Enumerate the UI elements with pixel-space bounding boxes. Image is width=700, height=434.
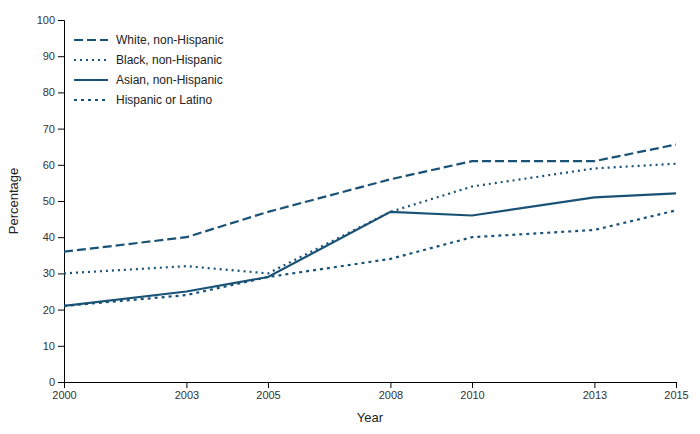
legend-swatch	[74, 39, 108, 41]
x-axis: 2000 2003 2005 2008 2010 2013 2015	[52, 382, 688, 401]
tick-mark	[594, 382, 595, 388]
legend-item: Asian, non-Hispanic	[74, 73, 223, 87]
y-tick: 20	[43, 304, 64, 316]
tick-label: 2010	[460, 389, 484, 401]
tick-label: 2008	[379, 389, 403, 401]
tick-mark	[268, 382, 269, 388]
y-tick: 10	[43, 340, 64, 352]
series-line	[64, 193, 676, 306]
lines	[64, 145, 676, 306]
series-line	[64, 164, 676, 274]
y-tick: 70	[43, 123, 64, 135]
tick-mark	[472, 382, 473, 388]
tick-label: 50	[43, 195, 55, 207]
tick-label: 2005	[256, 389, 280, 401]
tick-label: 90	[43, 50, 55, 62]
y-tick: 50	[43, 195, 64, 207]
x-tick: 2010	[460, 382, 484, 401]
tick-mark	[186, 382, 187, 388]
tick-label: 20	[43, 304, 55, 316]
tick-mark	[58, 129, 64, 130]
tick-label: 2013	[583, 389, 607, 401]
tick-mark	[58, 310, 64, 311]
tick-mark	[58, 20, 64, 21]
tick-label: 2000	[52, 389, 76, 401]
tick-mark	[58, 237, 64, 238]
legend-item: Hispanic or Latino	[74, 93, 212, 107]
tick-label: 70	[43, 123, 55, 135]
axis-domain	[58, 21, 65, 383]
tick-label: 2015	[664, 389, 688, 401]
tick-label: 10	[43, 340, 55, 352]
tick-label: 80	[43, 86, 55, 98]
legend: White, non-Hispanic Black, non-Hispanic As…	[74, 33, 223, 107]
legend-swatch	[74, 79, 108, 81]
tick-label: 60	[43, 159, 55, 171]
y-tick: 100	[37, 14, 64, 26]
legend-swatch	[74, 59, 108, 61]
tick-mark	[58, 346, 64, 347]
tick-mark	[676, 382, 677, 388]
tick-mark	[58, 92, 64, 93]
tick-mark	[58, 273, 64, 274]
y-tick: 40	[43, 231, 64, 243]
x-axis-title: Year	[357, 410, 384, 425]
legend-label: White, non-Hispanic	[116, 33, 223, 47]
legend-label: Hispanic or Latino	[116, 93, 212, 107]
x-tick: 2000	[52, 382, 76, 401]
axis-domain	[65, 383, 677, 389]
x-tick: 2013	[583, 382, 607, 401]
y-tick: 80	[43, 86, 64, 98]
tick-label: 100	[37, 14, 55, 26]
tick-label: 0	[49, 376, 55, 388]
y-tick: 30	[43, 267, 64, 279]
legend-item: White, non-Hispanic	[74, 33, 223, 47]
series-line	[64, 210, 676, 306]
legend-label: Asian, non-Hispanic	[116, 73, 223, 87]
tick-label: 2003	[175, 389, 199, 401]
legend-label: Black, non-Hispanic	[116, 53, 222, 67]
legend-item: Black, non-Hispanic	[74, 53, 222, 67]
y-tick: 90	[43, 50, 64, 62]
y-axis-title: Percentage	[6, 168, 21, 235]
tick-mark	[58, 56, 64, 57]
x-tick: 2005	[256, 382, 280, 401]
chart: 2000 2003 2005 2008 2010 2013 2015 0 10 20 30 40 50 6…	[0, 0, 700, 434]
tick-mark	[58, 165, 64, 166]
tick-mark	[390, 382, 391, 388]
legend-swatch	[74, 99, 108, 101]
y-axis: 0 10 20 30 40 50 60 70 80 90 100	[37, 14, 65, 388]
x-tick: 2015	[664, 382, 688, 401]
plot: 2000 2003 2005 2008 2010 2013 2015 0 10 20 30 40 50 6…	[37, 14, 689, 401]
tick-mark	[58, 382, 64, 383]
y-tick: 60	[43, 159, 64, 171]
tick-label: 30	[43, 267, 55, 279]
y-tick: 0	[49, 376, 64, 388]
x-tick: 2003	[175, 382, 199, 401]
x-tick: 2008	[379, 382, 403, 401]
tick-label: 40	[43, 231, 55, 243]
tick-mark	[58, 201, 64, 202]
